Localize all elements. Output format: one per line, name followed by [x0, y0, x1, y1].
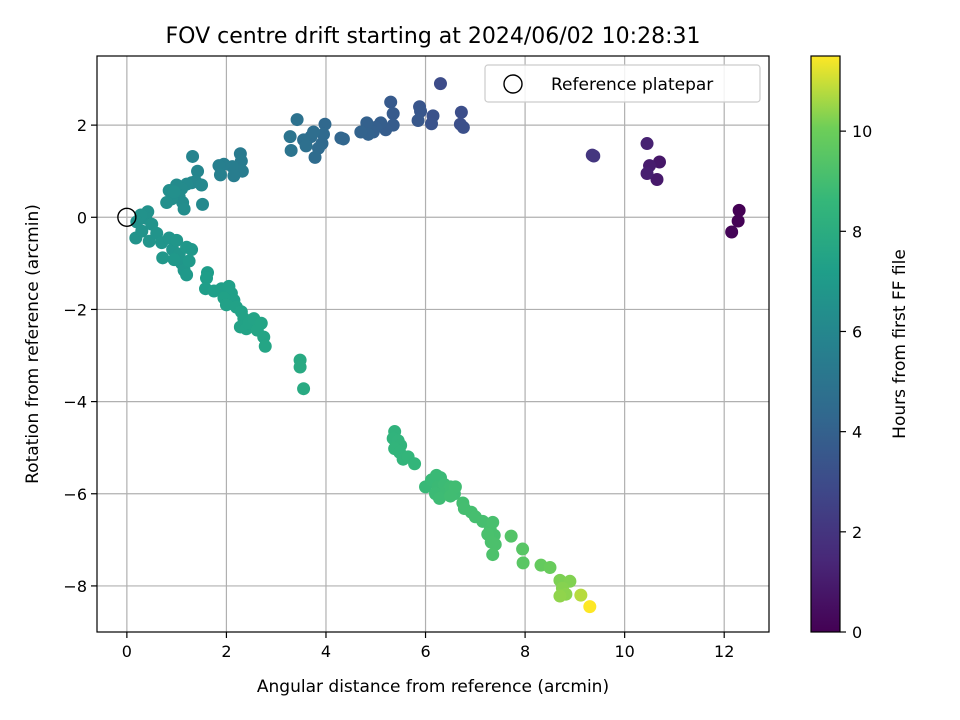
y-tick-label: 2 [77, 116, 87, 135]
data-point [283, 130, 297, 144]
data-point [486, 515, 500, 529]
data-point [177, 202, 191, 216]
data-point [731, 214, 745, 228]
data-point [318, 117, 332, 131]
colorbar-tick-label: 8 [852, 222, 862, 241]
data-point [308, 150, 322, 164]
y-tick-label: 0 [77, 208, 87, 227]
data-point [219, 298, 233, 312]
grid [97, 56, 769, 632]
colorbar-gradient [810, 55, 841, 633]
data-point [186, 149, 200, 163]
reference-marker [117, 207, 137, 227]
colorbar-ticks: 0 2 4 6 8 10 [840, 122, 872, 642]
x-axis-label: Angular distance from reference (arcmin) [257, 677, 609, 697]
colorbar-tick-label: 10 [852, 122, 872, 141]
data-point [411, 114, 425, 128]
x-tick-label: 0 [122, 642, 132, 661]
data-point [516, 556, 530, 570]
data-point [732, 203, 746, 217]
plot-frame [96, 55, 770, 633]
data-point [386, 107, 400, 121]
data-point [297, 382, 311, 396]
colorbar-label: Hours from first FF file [890, 249, 910, 439]
data-point [182, 254, 196, 268]
legend-box [484, 64, 761, 103]
data-point [293, 360, 307, 374]
data-point [486, 548, 500, 562]
data-point [354, 125, 368, 139]
x-axis-ticks: 0 2 4 6 8 10 12 [122, 632, 734, 661]
data-point [213, 168, 227, 182]
data-point [290, 113, 304, 127]
data-point [196, 197, 210, 211]
colorbar-tick-label: 4 [852, 423, 862, 442]
data-point [652, 155, 666, 169]
data-point [180, 268, 194, 282]
legend-marker-reference [503, 74, 523, 94]
data-point [170, 233, 184, 247]
data-point [408, 457, 422, 471]
data-point [488, 537, 502, 551]
y-tick-label: −2 [63, 300, 87, 319]
data-point [650, 172, 664, 186]
data-point [384, 95, 398, 109]
y-axis-label: Rotation from reference (arcmin) [23, 204, 43, 484]
data-point [360, 116, 374, 130]
legend: Reference platepar [484, 64, 761, 103]
data-point [432, 491, 446, 505]
data-point [516, 542, 530, 556]
data-point [476, 514, 490, 528]
data-point [553, 589, 567, 603]
data-point [583, 600, 597, 614]
data-point [254, 316, 268, 330]
data-point [195, 178, 209, 192]
data-point [504, 529, 518, 543]
data-point [425, 117, 439, 131]
y-tick-label: −6 [63, 485, 87, 504]
data-point [258, 339, 272, 353]
colorbar: 0 2 4 6 8 10 Hours from first FF file [810, 55, 910, 642]
colorbar-tick-label: 0 [852, 623, 862, 642]
x-tick-label: 12 [714, 642, 734, 661]
data-point [227, 169, 241, 183]
data-point [433, 77, 447, 91]
colorbar-tick-label: 6 [852, 322, 862, 341]
data-point [454, 105, 468, 119]
scatter-points [129, 77, 746, 614]
data-point [167, 253, 181, 267]
colorbar-tick-label: 2 [852, 523, 862, 542]
x-tick-label: 8 [520, 642, 530, 661]
data-point [307, 125, 321, 139]
data-point [587, 149, 601, 163]
data-point [640, 137, 654, 151]
data-point [167, 185, 181, 199]
y-axis-ticks: −8 −6 −4 −2 0 2 [63, 116, 97, 596]
data-point [191, 164, 205, 178]
data-point [284, 143, 298, 157]
data-point [336, 132, 350, 146]
y-tick-label: −4 [63, 393, 87, 412]
data-point [725, 225, 739, 239]
data-point [200, 271, 214, 285]
data-point [456, 120, 470, 134]
chart-title: FOV centre drift starting at 2024/06/02 … [166, 24, 701, 49]
x-tick-label: 2 [221, 642, 231, 661]
data-point [160, 196, 174, 210]
data-point [574, 588, 588, 602]
legend-label-reference: Reference platepar [551, 75, 713, 95]
data-point [135, 224, 149, 238]
data-point [156, 251, 170, 265]
y-tick-label: −8 [63, 577, 87, 596]
x-tick-label: 10 [614, 642, 634, 661]
x-tick-label: 6 [420, 642, 430, 661]
data-point [299, 139, 313, 153]
x-tick-label: 4 [321, 642, 331, 661]
data-point [443, 489, 457, 503]
data-point [185, 243, 199, 257]
data-point [640, 167, 654, 181]
data-point [543, 560, 557, 574]
